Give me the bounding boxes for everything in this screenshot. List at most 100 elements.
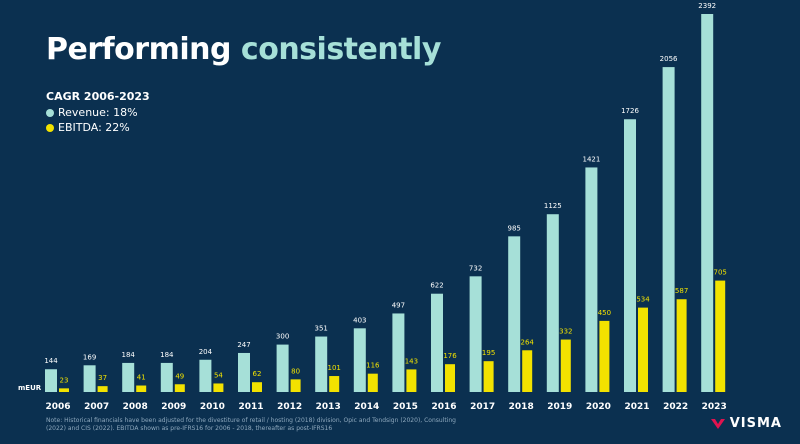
value-label-ebitda-2021: 534 — [636, 296, 650, 304]
x-tick-label-2023: 2023 — [702, 402, 727, 412]
bar-revenue-2015 — [392, 313, 405, 392]
page-title: Performing consistently — [46, 32, 441, 67]
brand-name: VISMA — [729, 416, 782, 431]
bar-ebitda-2018 — [522, 350, 533, 392]
value-label-revenue-2015: 497 — [392, 301, 405, 309]
x-tick-label-2006: 2006 — [45, 402, 70, 412]
legend-label-ebitda: EBITDA: 22% — [58, 121, 130, 134]
brand-logo: VISMA — [710, 416, 782, 431]
revenue-dot-icon — [46, 108, 54, 117]
x-tick-label-2008: 2008 — [123, 402, 148, 412]
bar-ebitda-2021 — [638, 307, 648, 392]
value-label-ebitda-2022: 587 — [675, 287, 688, 295]
value-label-revenue-2011: 247 — [237, 341, 250, 349]
x-tick-label-2022: 2022 — [663, 402, 688, 412]
x-tick-label-2016: 2016 — [431, 402, 456, 412]
bar-ebitda-2019 — [560, 339, 571, 392]
x-tick-label-2013: 2013 — [316, 402, 341, 412]
bar-revenue-2019 — [546, 214, 559, 392]
bar-ebitda-2012 — [290, 379, 301, 392]
value-label-ebitda-2009: 49 — [175, 372, 184, 380]
value-label-ebitda-2016: 176 — [443, 352, 457, 360]
bar-revenue-2006 — [45, 369, 57, 392]
x-tick-label-2015: 2015 — [393, 402, 418, 412]
value-label-revenue-2023: 2392 — [698, 2, 716, 10]
bar-revenue-2022 — [662, 67, 675, 393]
value-label-ebitda-2017: 195 — [482, 349, 495, 357]
value-label-revenue-2010: 204 — [199, 348, 213, 356]
value-label-revenue-2009: 184 — [160, 351, 174, 359]
value-label-revenue-2008: 184 — [122, 351, 136, 359]
value-label-revenue-2022: 2056 — [660, 55, 678, 63]
value-label-ebitda-2014: 116 — [366, 362, 380, 370]
bar-revenue-2011 — [238, 352, 250, 392]
bar-ebitda-2020 — [599, 320, 610, 392]
value-label-ebitda-2012: 80 — [291, 367, 300, 375]
x-tick-label-2011: 2011 — [238, 402, 263, 412]
x-tick-label-2012: 2012 — [277, 402, 302, 412]
title-main: Performing — [46, 32, 231, 67]
value-label-ebitda-2018: 264 — [521, 338, 535, 346]
value-label-ebitda-2019: 332 — [559, 328, 572, 336]
value-label-ebitda-2015: 143 — [405, 357, 418, 365]
x-tick-label-2007: 2007 — [84, 402, 109, 412]
value-label-revenue-2013: 351 — [315, 325, 328, 333]
unit-label: mEUR — [18, 384, 42, 392]
value-label-revenue-2019: 1125 — [544, 202, 562, 210]
bar-revenue-2017 — [469, 276, 482, 392]
value-label-ebitda-2010: 54 — [214, 371, 223, 379]
chart-legend: CAGR 2006-2023 Revenue: 18% EBITDA: 22% — [46, 90, 150, 135]
bar-revenue-2012 — [276, 344, 289, 392]
x-tick-label-2019: 2019 — [547, 402, 572, 412]
ebitda-dot-icon — [46, 123, 54, 132]
footnote: Note: Historical financials have been ad… — [46, 417, 456, 432]
bar-revenue-2020 — [585, 167, 598, 392]
title-accent: consistently — [240, 32, 441, 67]
value-label-ebitda-2011: 62 — [253, 370, 262, 378]
bar-ebitda-2006 — [59, 388, 69, 392]
bar-ebitda-2014 — [367, 373, 378, 392]
value-label-ebitda-2023: 705 — [714, 269, 727, 277]
value-label-revenue-2016: 622 — [430, 282, 443, 290]
value-label-ebitda-2020: 450 — [598, 309, 611, 317]
bar-revenue-2010 — [199, 359, 212, 392]
legend-title: CAGR 2006-2023 — [46, 90, 150, 103]
value-label-revenue-2020: 1421 — [582, 155, 600, 163]
bar-ebitda-2015 — [406, 369, 417, 392]
value-label-ebitda-2008: 41 — [137, 374, 146, 382]
value-label-revenue-2012: 300 — [276, 333, 289, 341]
bar-ebitda-2023 — [715, 280, 726, 392]
x-tick-label-2021: 2021 — [624, 402, 649, 412]
bar-revenue-2009 — [160, 362, 173, 392]
legend-item-revenue: Revenue: 18% — [46, 105, 150, 120]
x-tick-label-2017: 2017 — [470, 402, 495, 412]
value-label-revenue-2021: 1726 — [621, 107, 639, 115]
legend-item-ebitda: EBITDA: 22% — [46, 120, 150, 135]
value-label-ebitda-2007: 37 — [98, 374, 107, 382]
value-label-revenue-2018: 985 — [508, 224, 521, 232]
value-label-revenue-2006: 144 — [44, 357, 58, 365]
bar-ebitda-2009 — [174, 384, 185, 392]
bar-ebitda-2016 — [445, 364, 455, 392]
bar-revenue-2016 — [431, 293, 443, 392]
bar-ebitda-2010 — [213, 383, 224, 392]
bar-ebitda-2011 — [252, 382, 262, 392]
value-label-revenue-2014: 403 — [353, 316, 366, 324]
bar-ebitda-2008 — [136, 385, 147, 392]
value-label-revenue-2007: 169 — [83, 353, 96, 361]
bar-revenue-2014 — [353, 328, 366, 392]
x-tick-label-2020: 2020 — [586, 402, 611, 412]
bar-revenue-2021 — [624, 119, 636, 392]
visma-logo-icon — [710, 418, 725, 429]
value-label-revenue-2017: 732 — [469, 264, 482, 272]
x-tick-label-2014: 2014 — [354, 402, 379, 412]
x-tick-label-2018: 2018 — [509, 402, 534, 412]
bar-ebitda-2007 — [97, 386, 108, 392]
x-tick-label-2010: 2010 — [200, 402, 225, 412]
bar-ebitda-2013 — [329, 376, 340, 392]
value-label-ebitda-2006: 23 — [60, 376, 69, 384]
bar-revenue-2018 — [508, 236, 521, 392]
bar-revenue-2013 — [315, 336, 328, 392]
value-label-ebitda-2013: 101 — [328, 364, 341, 372]
